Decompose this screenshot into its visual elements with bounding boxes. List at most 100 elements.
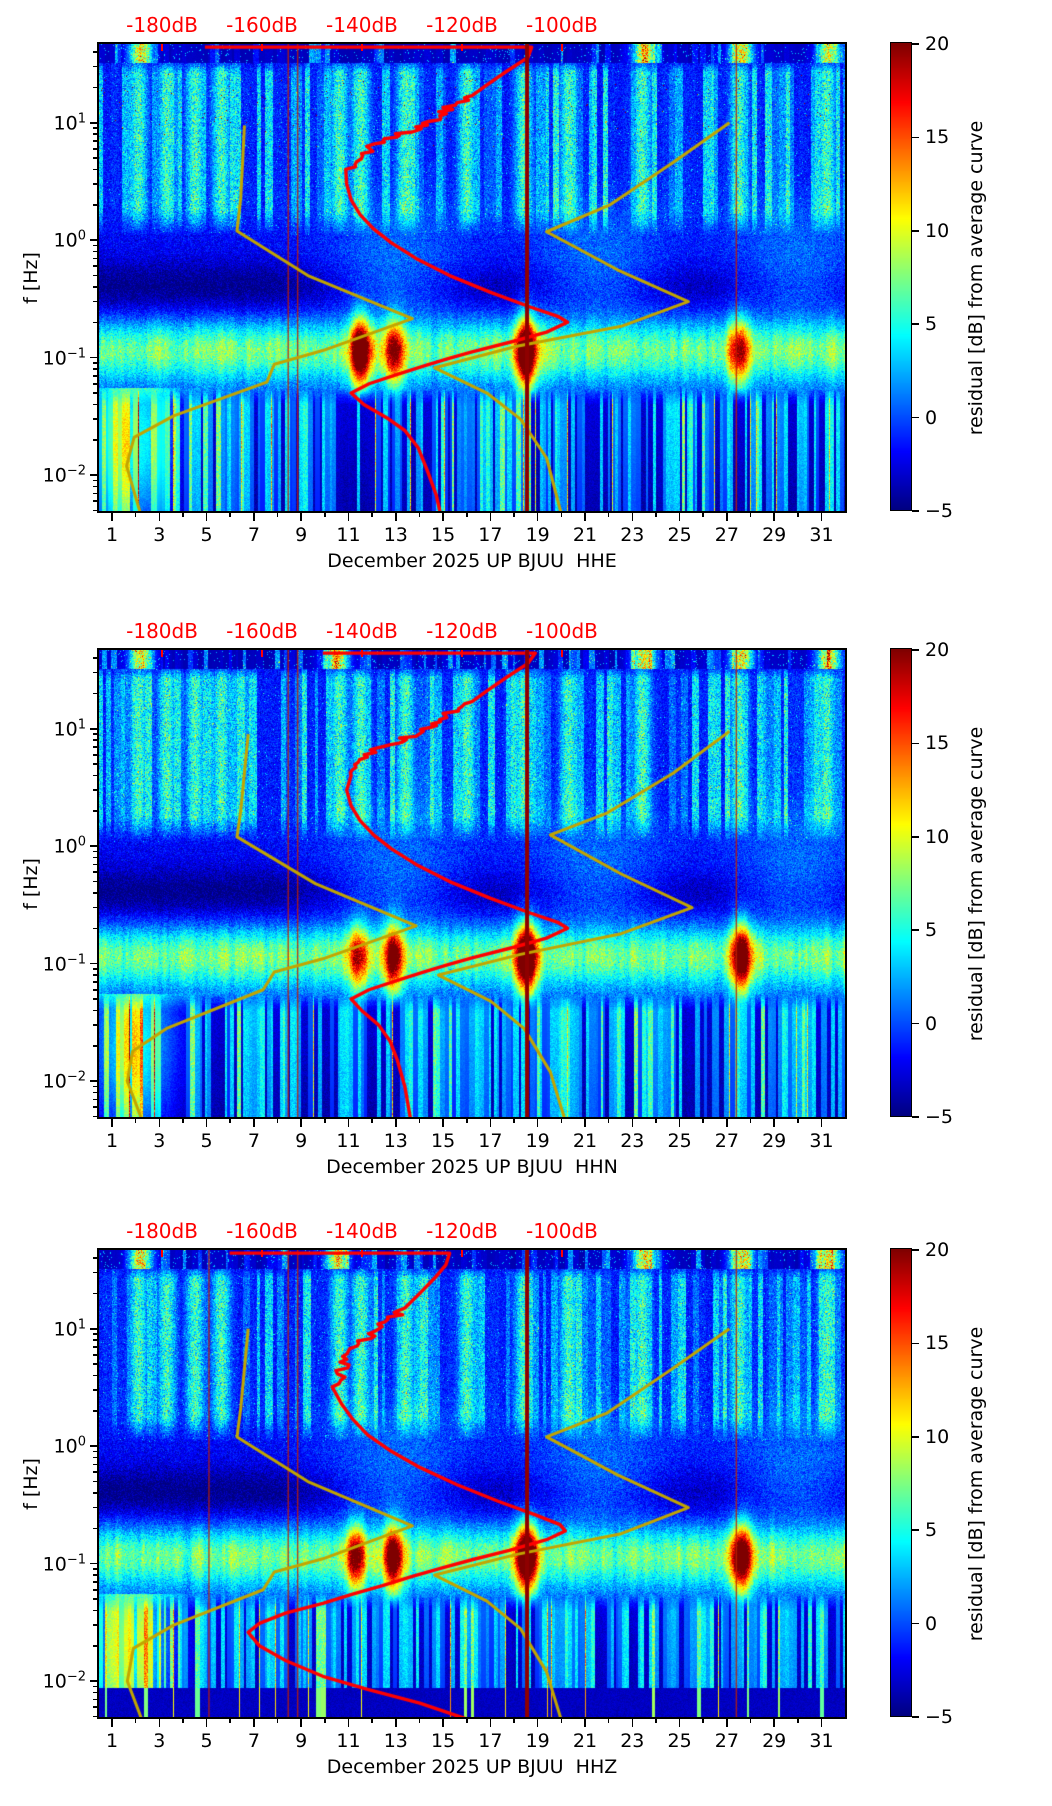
y-axis-minor-tick (93, 1598, 97, 1600)
x-tick-label: 23 (620, 524, 645, 546)
x-tick-label: 21 (572, 1130, 598, 1152)
colorbar-tick-label: 0 (925, 1012, 938, 1035)
x-axis-tick (797, 1119, 799, 1123)
y-axis-minor-tick (93, 418, 97, 420)
y-axis-minor-tick (93, 375, 97, 377)
x-axis-tick (655, 513, 657, 517)
x-axis-tick (134, 1119, 137, 1123)
y-axis-minor-tick (93, 1374, 97, 1377)
x-axis-tick (347, 1119, 350, 1127)
x-tick-label: 7 (247, 1730, 260, 1752)
y-axis-tick (90, 1327, 97, 1330)
x-axis-tick (702, 1119, 705, 1123)
x-tick-label: 5 (200, 1730, 213, 1752)
y-axis-minor-tick (93, 265, 97, 268)
colorbar-canvas-hhn (890, 648, 913, 1118)
y-axis-minor-tick (93, 183, 97, 185)
x-tick-label: 19 (525, 1130, 550, 1152)
y-axis-minor-tick (93, 204, 97, 206)
y-axis-minor-tick (93, 509, 97, 512)
x-axis-tick (726, 513, 728, 521)
db-axis-tick (260, 650, 264, 657)
y-axis-minor-tick (93, 500, 97, 503)
y-axis-minor-tick (93, 1363, 97, 1365)
x-axis-tick (560, 513, 563, 517)
y-axis-minor-tick (93, 671, 97, 674)
colorbar-tick-label: 5 (925, 1519, 938, 1542)
colorbar-tick (912, 323, 919, 325)
db-axis-tick (160, 44, 164, 51)
y-axis-minor-tick (93, 1410, 97, 1412)
db-axis-label: -180dB (126, 13, 198, 37)
y-axis-minor-tick (93, 250, 97, 253)
db-axis-tick (260, 44, 264, 51)
x-axis-tick (371, 1119, 373, 1123)
y-axis-minor-tick (93, 774, 97, 777)
x-axis-tick (300, 1719, 302, 1727)
x-axis-tick (536, 513, 539, 521)
y-axis-minor-tick (93, 300, 97, 303)
x-axis-tick (111, 513, 113, 521)
x-axis-tick (560, 1119, 563, 1123)
colorbar-tick (912, 43, 919, 45)
x-axis-tick (560, 1719, 563, 1723)
x-axis-tick (536, 1719, 539, 1727)
db-axis-tick (360, 650, 364, 657)
y-axis-minor-tick (93, 892, 97, 894)
x-axis-tick (229, 513, 232, 517)
x-tick-label: 31 (809, 1130, 834, 1152)
y-axis-minor-tick (93, 988, 97, 991)
y-axis-minor-tick (93, 133, 97, 135)
x-axis-tick (607, 1719, 610, 1723)
y-axis-tick (90, 239, 97, 241)
x-axis-tick (347, 1719, 350, 1727)
db-axis-tick (460, 1250, 464, 1257)
x-axis-tick (371, 513, 373, 517)
x-tick-label: 7 (247, 524, 260, 546)
x-axis-tick (631, 1719, 634, 1727)
x-axis-tick (536, 1119, 539, 1127)
x-axis-tick (584, 1119, 586, 1127)
x-tick-label: 31 (809, 524, 834, 546)
y-tick-label: 10−1 (42, 1552, 86, 1576)
colorbar-tick (912, 836, 919, 838)
db-axis-label: -180dB (126, 619, 198, 643)
colorbar-tick (912, 230, 919, 232)
y-axis-minor-tick (93, 1389, 97, 1391)
x-axis-tick (276, 513, 279, 517)
spectrogram-canvas-hhz (97, 1248, 847, 1719)
y-axis-minor-tick (93, 1346, 97, 1348)
x-tick-label: 13 (383, 1730, 408, 1752)
colorbar-tick (912, 1342, 919, 1345)
db-axis-tick (460, 650, 464, 657)
x-tick-label: 13 (383, 524, 408, 546)
x-tick-label: 27 (714, 1130, 739, 1152)
x-axis-tick (631, 513, 634, 521)
x-axis-tick (513, 1119, 515, 1123)
y-axis-minor-tick (93, 157, 97, 159)
y-axis-minor-tick (93, 1098, 97, 1101)
y-axis-minor-tick (93, 368, 97, 370)
x-axis-tick (465, 1719, 468, 1723)
x-tick-label: 9 (295, 524, 308, 546)
x-axis-tick (678, 513, 681, 521)
x-tick-label: 17 (478, 1130, 503, 1152)
x-axis-tick (205, 1119, 208, 1127)
x-axis-tick (607, 513, 610, 517)
colorbar-label: residual [dB] from average curve (965, 726, 987, 1041)
x-tick-label: 27 (714, 524, 739, 546)
y-tick-label: 101 (53, 111, 86, 135)
y-axis-minor-tick (93, 1456, 97, 1459)
x-axis-tick (773, 1119, 775, 1127)
x-axis-tick (395, 1719, 397, 1727)
y-axis-label: f [Hz] (20, 857, 42, 910)
y-axis-minor-tick (93, 86, 97, 89)
x-axis-tick (631, 1119, 634, 1127)
y-axis-tick (90, 1080, 97, 1082)
y-axis-minor-tick (93, 1353, 97, 1356)
x-axis-tick (418, 1119, 421, 1123)
y-axis-minor-tick (93, 763, 97, 765)
y-axis-minor-tick (93, 739, 97, 741)
colorbar-tick-label: 20 (925, 639, 950, 661)
y-axis-minor-tick (93, 127, 97, 129)
